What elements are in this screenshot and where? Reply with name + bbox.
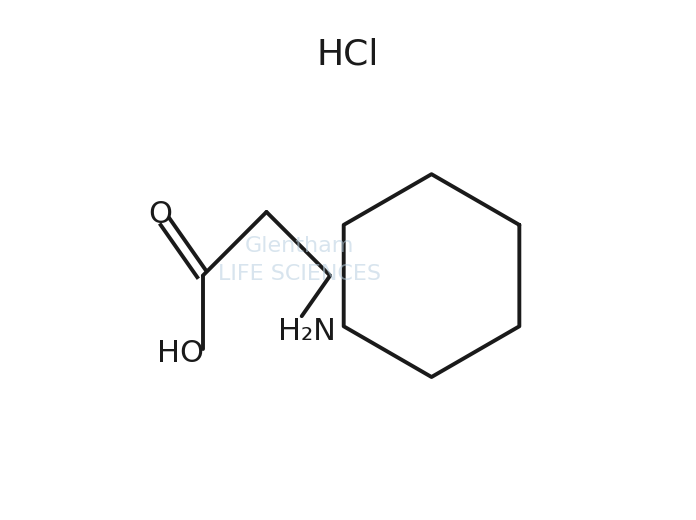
Text: HO: HO (157, 339, 205, 368)
Text: O: O (148, 200, 172, 229)
Text: HCl: HCl (317, 37, 379, 72)
Text: H₂N: H₂N (278, 317, 335, 346)
Text: Glentham
LIFE SCIENCES: Glentham LIFE SCIENCES (218, 236, 381, 284)
